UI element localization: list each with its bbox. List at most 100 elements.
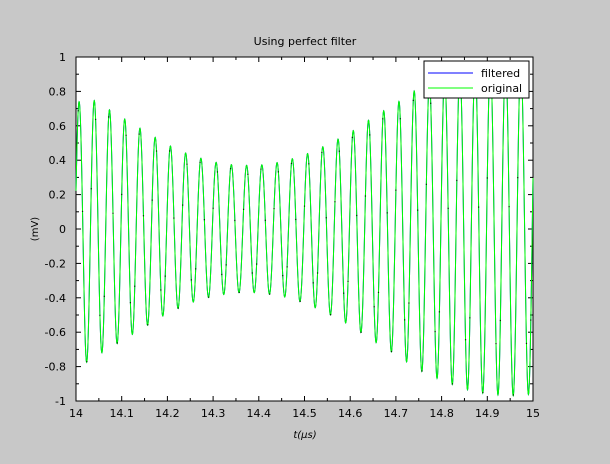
sample-point <box>99 314 101 316</box>
chart-title: Using perfect filter <box>254 35 357 48</box>
sample-point <box>195 268 197 270</box>
sample-point <box>308 163 310 165</box>
sample-point <box>356 214 358 217</box>
sample-point <box>421 370 423 372</box>
sample-point <box>242 208 245 210</box>
sample-point <box>343 292 345 294</box>
sample-point <box>438 311 441 313</box>
x-tick-label: 14.9 <box>475 407 500 420</box>
sample-point <box>530 319 532 321</box>
y-tick-label: -0.4 <box>45 292 66 305</box>
sample-point <box>404 319 406 321</box>
sample-point <box>269 293 271 295</box>
sample-point <box>147 324 149 326</box>
sample-point <box>499 319 501 322</box>
sample-point <box>399 118 401 120</box>
sample-point <box>316 272 319 274</box>
sample-point <box>395 189 397 191</box>
sample-point <box>186 163 188 165</box>
sample-point <box>108 116 110 118</box>
sample-point <box>129 302 132 304</box>
sample-point <box>81 210 84 212</box>
sample-point <box>273 208 275 210</box>
legend-label-original: original <box>481 82 522 95</box>
sample-point <box>425 183 427 185</box>
sample-point <box>330 314 332 316</box>
sample-point <box>369 134 371 136</box>
sample-point <box>177 307 179 309</box>
sample-point <box>434 330 436 333</box>
sample-point <box>451 383 454 385</box>
sample-point <box>386 212 388 214</box>
sample-point <box>334 201 336 203</box>
x-axis-label: t(μs) <box>293 430 316 441</box>
sample-point <box>364 195 367 197</box>
sample-point <box>525 342 528 345</box>
sample-point <box>112 212 114 214</box>
y-tick-label: 1 <box>59 51 66 64</box>
sample-point <box>290 162 293 165</box>
sample-point <box>482 391 484 394</box>
sample-point <box>116 342 118 344</box>
sample-point <box>347 280 349 283</box>
sample-point <box>286 266 288 268</box>
x-tick-label: 14.3 <box>201 407 226 420</box>
legend-label-filtered: filtered <box>481 67 520 80</box>
sample-point <box>251 272 253 274</box>
y-tick-label: -0.8 <box>45 361 66 374</box>
sample-point <box>321 151 323 153</box>
sample-point <box>303 205 306 207</box>
x-tick-label: 14.8 <box>429 407 454 420</box>
sample-point <box>260 168 262 170</box>
sample-point <box>103 295 105 297</box>
sample-point <box>373 306 375 308</box>
sample-point <box>203 219 205 221</box>
x-tick-label: 14.5 <box>292 407 317 420</box>
sample-point <box>212 207 214 209</box>
legend-box <box>423 60 530 99</box>
sample-point <box>138 133 140 135</box>
x-tick-label: 14.7 <box>384 407 409 420</box>
sample-point <box>199 161 201 164</box>
y-tick-label: 0 <box>59 223 66 236</box>
y-tick-label: 0.8 <box>49 85 67 98</box>
sample-point <box>190 279 192 281</box>
sample-point <box>477 206 480 208</box>
y-axis-label: (mV) <box>30 217 41 241</box>
sample-point <box>360 331 362 333</box>
sample-point <box>390 350 393 353</box>
x-tick-label: 14.4 <box>247 407 272 420</box>
sample-point <box>216 171 219 173</box>
sample-point <box>456 179 458 182</box>
sample-point <box>125 134 127 136</box>
sample-point <box>77 110 79 112</box>
sample-point <box>229 168 232 170</box>
sample-point <box>412 99 414 102</box>
sample-point <box>486 177 488 179</box>
x-tick-label: 14.1 <box>109 407 134 420</box>
sample-point <box>168 150 171 152</box>
sample-point <box>221 273 223 276</box>
sample-point <box>312 282 314 284</box>
y-tick-label: 0.6 <box>49 120 67 133</box>
sample-point <box>447 207 449 209</box>
sample-point <box>173 217 175 219</box>
sample-point <box>238 291 240 293</box>
x-tick-label: 14.2 <box>155 407 180 420</box>
sample-point <box>182 204 184 206</box>
sample-point <box>417 209 419 211</box>
sample-point <box>512 394 515 396</box>
sample-point <box>517 177 519 179</box>
sample-point <box>234 219 236 222</box>
sample-point <box>121 193 123 196</box>
sample-point <box>277 171 279 173</box>
sample-point <box>351 136 353 139</box>
sample-point <box>299 300 301 302</box>
y-tick-label: 0.2 <box>49 189 67 202</box>
sample-point <box>151 199 153 201</box>
y-tick-label: -1 <box>55 395 66 408</box>
legend: filtered original <box>423 60 530 99</box>
sample-point <box>164 275 166 277</box>
x-tick-label: 14.6 <box>338 407 363 420</box>
sample-point <box>160 289 162 291</box>
